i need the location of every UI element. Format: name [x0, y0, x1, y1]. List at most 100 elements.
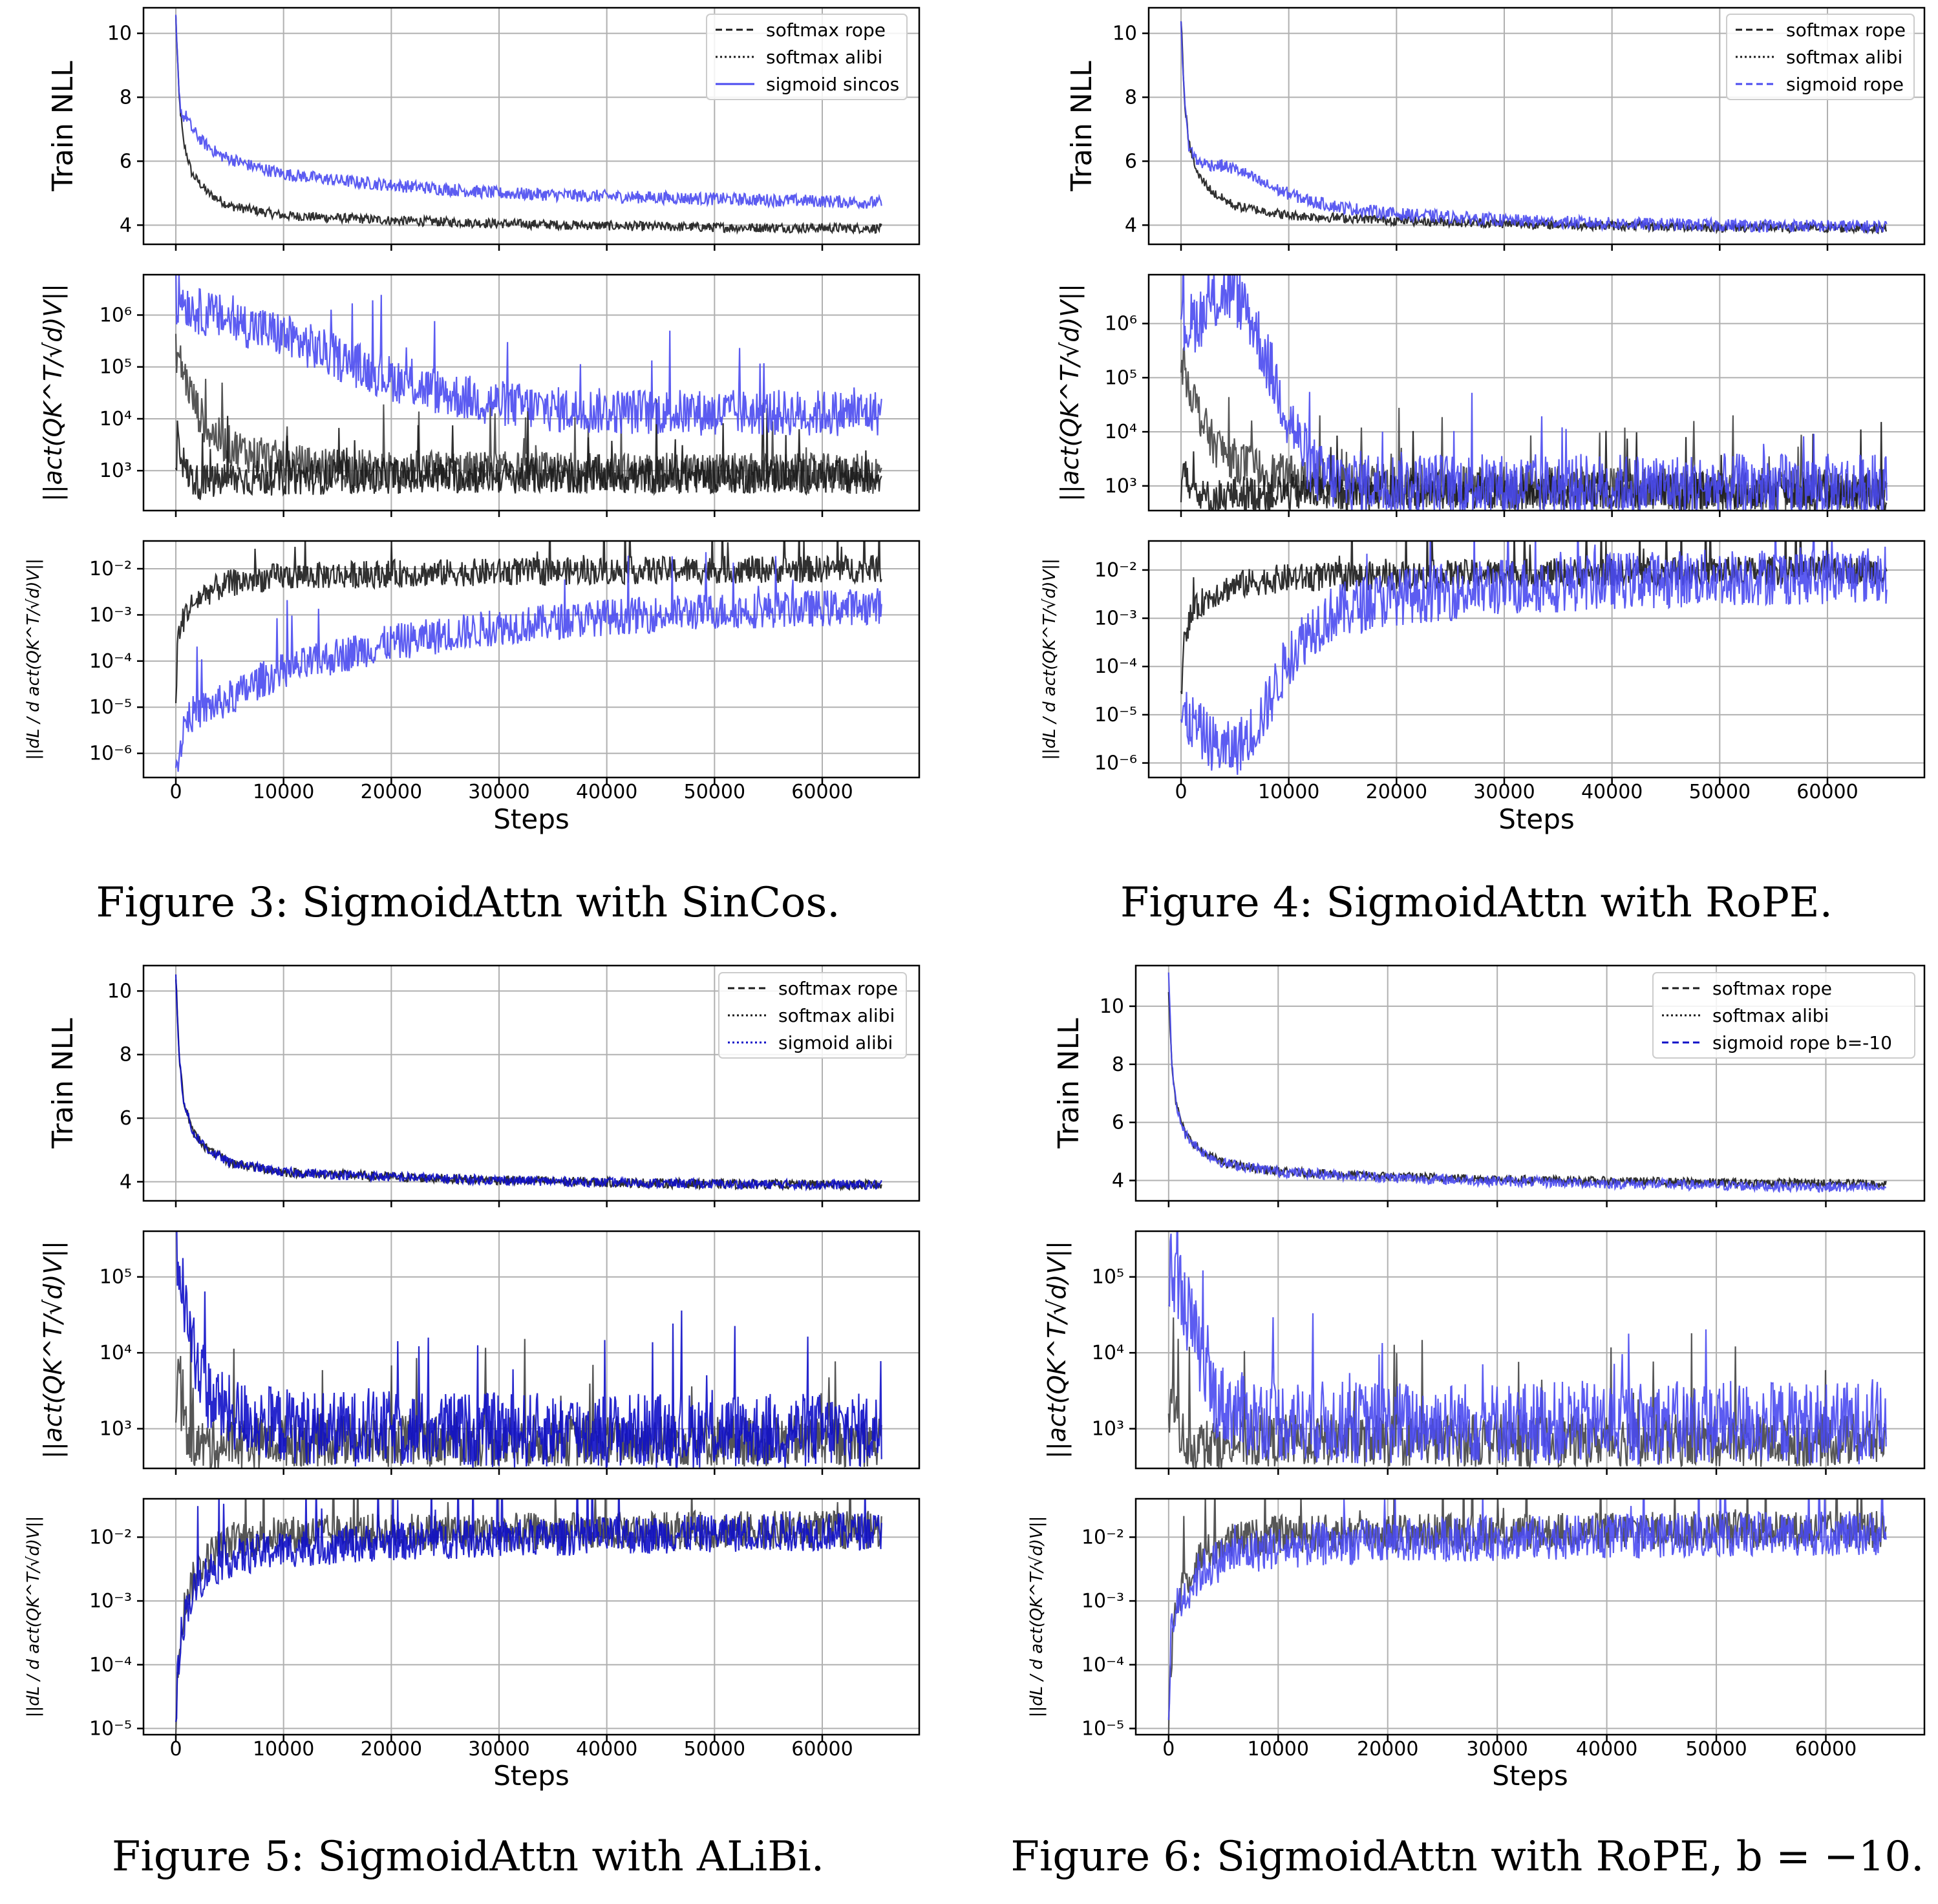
series-line-3: [175, 275, 882, 436]
x-tick-label: 50000: [684, 1738, 745, 1761]
y-tick-label: 4: [120, 214, 132, 237]
x-axis-label: Steps: [493, 1760, 570, 1792]
x-tick-label: 0: [169, 781, 182, 803]
series-line-2: [175, 399, 882, 500]
x-tick-label: 40000: [1576, 1738, 1637, 1761]
x-tick-label: 30000: [1473, 781, 1535, 803]
y-tick-label: 10⁻²: [89, 1526, 132, 1549]
y-tick-label: 10⁻⁵: [1094, 704, 1137, 726]
panel-3: 10⁻⁵ 10⁻⁴ 10⁻³ 10⁻² ||dL / d act(QK^T/√d)V||: [24, 1497, 921, 1741]
series-line-2: [176, 1231, 882, 1468]
axes-frame: [142, 273, 921, 512]
y-axis-label: Train NLL: [1065, 61, 1098, 192]
series-line-1: [175, 1329, 882, 1468]
y-axis-label: Train NLL: [1052, 1018, 1085, 1149]
y-tick-label: 10: [1100, 995, 1124, 1018]
y-axis-label: ||act(QK^T/√d)V||: [39, 284, 68, 502]
x-tick-label: 60000: [1796, 781, 1858, 803]
y-tick-label: 10⁻³: [89, 1590, 132, 1613]
y-tick-label: 10: [107, 980, 132, 1002]
y-tick-label: 10⁻⁵: [89, 1717, 132, 1740]
y-tick-label: 4: [1125, 214, 1137, 237]
x-axis-label: Steps: [493, 803, 570, 835]
y-tick-label: 8: [1125, 86, 1137, 109]
legend-label: sigmoid alibi: [778, 1032, 893, 1053]
figure-caption: Figure 4: SigmoidAttn with RoPE.: [1120, 879, 1833, 927]
figure-5: 4 6 8 10 Train NLL 10³ 10⁴ 10⁵ ||act(QK^T/√d)V||…: [24, 964, 921, 1881]
panel-3: 10⁻⁶ 10⁻⁵ 10⁻⁴ 10⁻³ 10⁻² ||dL / d act(QK^T/√d…: [1040, 540, 1926, 784]
y-axis-label: ||act(QK^T/√d)V||: [39, 1241, 68, 1459]
figure-3: 4 6 8 10 Train NLL 10³ 10⁴ 10⁵ 10⁶ ||act(QK^T/√d)…: [24, 6, 921, 927]
panel-3: 10⁻⁶ 10⁻⁵ 10⁻⁴ 10⁻³ 10⁻² ||dL / d act(QK^T/√d…: [24, 540, 921, 784]
y-tick-label: 8: [120, 1044, 132, 1066]
y-tick-label: 10⁴: [1105, 421, 1137, 443]
panel-2: 10³ 10⁴ 10⁵ ||act(QK^T/√d)V||: [39, 1230, 921, 1475]
y-axis-label: ||act(QK^T/√d)V||: [1043, 1241, 1072, 1459]
axes-frame: [1147, 6, 1926, 246]
legend: softmax rope softmax alibi sigmoid rope b=…: [1652, 972, 1915, 1059]
y-tick-label: 8: [120, 86, 132, 109]
series-line-1: [1180, 541, 1888, 694]
x-tick-label: 10000: [253, 781, 314, 803]
x-tick-label: 50000: [684, 781, 745, 803]
axes-frame: [1134, 1497, 1926, 1736]
y-axis-label: ||dL / d act(QK^T/√d)V||: [24, 558, 43, 760]
series-line-2: [1180, 541, 1888, 775]
y-tick-label: 10⁵: [1105, 366, 1137, 389]
y-tick-label: 10⁻⁶: [89, 743, 132, 765]
axes-frame: [1134, 1230, 1926, 1470]
series-line-2: [1180, 21, 1888, 235]
legend-label: softmax rope: [778, 978, 898, 999]
axes-frame: [142, 540, 921, 779]
y-tick-label: 10⁻³: [89, 604, 132, 626]
series-line-2: [1168, 1231, 1887, 1465]
x-tick-label: 20000: [361, 1738, 422, 1761]
x-tick-label: 20000: [1357, 1738, 1418, 1761]
y-axis-label: ||dL / d act(QK^T/√d)V||: [24, 1516, 43, 1718]
legend: softmax rope softmax alibi sigmoid alibi: [718, 972, 907, 1059]
x-tick-label: 30000: [1466, 1738, 1528, 1761]
legend-box: [1726, 14, 1915, 100]
y-axis-label: ||dL / d act(QK^T/√d)V||: [1040, 558, 1060, 760]
x-tick-label: 60000: [791, 1738, 853, 1761]
x-axis-label: Steps: [1498, 803, 1575, 835]
legend-label: sigmoid rope b=-10: [1712, 1032, 1892, 1053]
y-tick-label: 8: [1112, 1053, 1124, 1076]
y-tick-label: 10⁻²: [89, 558, 132, 580]
axes-frame: [142, 964, 921, 1202]
series-line-1: [175, 1499, 882, 1735]
y-tick-label: 6: [1112, 1112, 1124, 1134]
y-tick-label: 10³: [1105, 475, 1137, 498]
y-tick-label: 10⁻⁴: [89, 650, 132, 673]
x-tick-label: 40000: [1581, 781, 1643, 803]
legend: softmax rope softmax alibi sigmoid sincos: [706, 14, 908, 100]
x-tick-label: 50000: [1689, 781, 1751, 803]
x-tick-label: 30000: [468, 781, 529, 803]
y-tick-label: 6: [1125, 150, 1137, 173]
series-line-2: [1167, 1499, 1887, 1720]
y-tick-label: 10⁻³: [1094, 608, 1137, 630]
y-tick-label: 10³: [100, 1418, 132, 1441]
series-line-1: [1180, 21, 1888, 235]
y-tick-label: 10⁻²: [1081, 1526, 1124, 1549]
panel-1: 4 6 8 10 Train NLL: [47, 964, 921, 1207]
y-tick-label: 10⁻³: [1081, 1590, 1124, 1613]
legend: softmax rope softmax alibi sigmoid rope: [1726, 14, 1915, 100]
x-tick-label: 10000: [1258, 781, 1319, 803]
x-tick-label: 20000: [361, 781, 422, 803]
panel-2: 10³ 10⁴ 10⁵ ||act(QK^T/√d)V||: [1043, 1230, 1926, 1475]
y-tick-label: 10⁴: [100, 1342, 132, 1364]
x-tick-label: 20000: [1366, 781, 1427, 803]
series-line-1: [175, 541, 882, 703]
y-tick-label: 4: [1112, 1170, 1124, 1192]
y-tick-label: 4: [120, 1170, 132, 1193]
panel-3: 10⁻⁵ 10⁻⁴ 10⁻³ 10⁻² ||dL / d act(QK^T/√d)V||: [1027, 1497, 1926, 1741]
legend-label: sigmoid sincos: [766, 74, 899, 95]
legend-box: [718, 972, 907, 1059]
y-tick-label: 10⁻⁶: [1094, 752, 1137, 775]
series-line-2: [175, 14, 882, 210]
y-tick-label: 10⁻⁴: [1081, 1654, 1124, 1677]
axes-frame: [1134, 964, 1926, 1202]
panel-2: 10³ 10⁴ 10⁵ 10⁶ ||act(QK^T/√d)V||: [1056, 273, 1926, 517]
